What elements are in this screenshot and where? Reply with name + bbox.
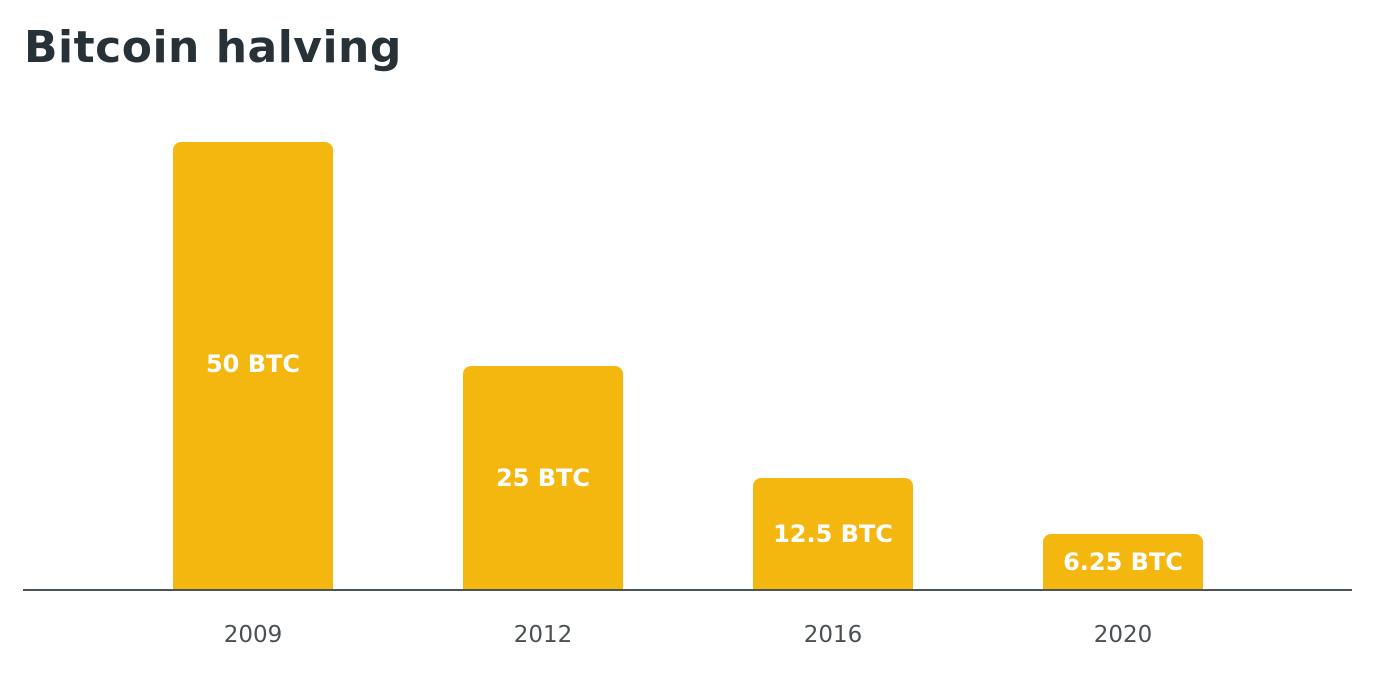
bar-2009: 50 BTC bbox=[173, 142, 333, 590]
bar-value-label: 12.5 BTC bbox=[773, 520, 893, 548]
bar-value-label: 25 BTC bbox=[495, 464, 591, 492]
chart-title: Bitcoin halving bbox=[24, 22, 402, 73]
x-tick-label: 2012 bbox=[513, 622, 573, 648]
bar-value-label: 50 BTC bbox=[205, 350, 301, 378]
x-tick-label: 2020 bbox=[1093, 622, 1153, 648]
x-tick-label: 2009 bbox=[223, 622, 283, 648]
bar-value-label: 6.25 BTC bbox=[1063, 548, 1183, 576]
bar-2020: 6.25 BTC bbox=[1043, 534, 1203, 590]
x-axis-line bbox=[23, 589, 1352, 591]
x-tick-label: 2016 bbox=[803, 622, 863, 648]
bar-2016: 12.5 BTC bbox=[753, 478, 913, 590]
bar-2012: 25 BTC bbox=[463, 366, 623, 590]
